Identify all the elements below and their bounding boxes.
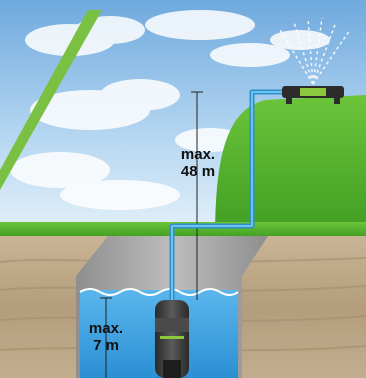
head-height-label: max. 48 m: [175, 146, 221, 180]
immersion-depth-label-line1: max.: [88, 320, 124, 337]
immersion-depth-label: max. 7 m: [83, 320, 129, 354]
sprinkler-icon: [279, 17, 351, 104]
submersible-pump-icon: [155, 300, 189, 378]
immersion-depth-label-line2: 7 m: [93, 337, 119, 354]
head-height-label-line1: max.: [180, 146, 216, 163]
brand-stripe: [0, 10, 102, 190]
ground-grass: [0, 222, 366, 238]
water-surface: [79, 288, 239, 296]
head-height-label-line2: 48 m: [180, 163, 216, 180]
